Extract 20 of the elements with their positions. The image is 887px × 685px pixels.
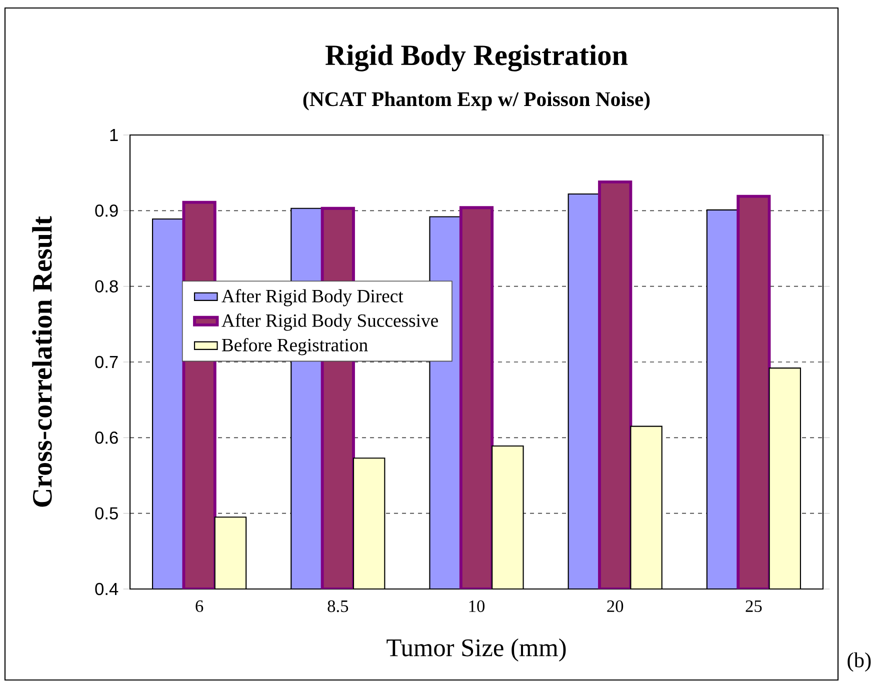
text: (b)	[848, 652, 871, 672]
x-tick-label: 20	[607, 600, 624, 612]
x-axis-title: Tumor Size (mm)	[386, 638, 566, 662]
x-tick-label: 6	[196, 600, 204, 612]
y-tick-label: 0.7	[95, 356, 118, 368]
x-tick-label: 8.5	[328, 600, 348, 612]
y-tick-label: 1	[110, 129, 118, 141]
chart-subtitle: (NCAT Phantom Exp w/ Poisson Noise)	[303, 92, 650, 110]
legend-label: Before Registration	[222, 338, 368, 356]
y-tick-label: 0.5	[95, 507, 118, 520]
y-tick-label: 0.4	[95, 582, 118, 596]
y-tick-label: 0.6	[95, 432, 118, 444]
y-tick-label: 0.9	[95, 204, 118, 217]
y-axis-title: Cross-correlation Result	[32, 216, 52, 507]
chart-title: Rigid Body Registration	[325, 44, 628, 72]
x-tick-label: 25	[746, 600, 762, 612]
y-tick-label: 0.8	[95, 280, 118, 292]
legend-label: After Rigid Body Direct	[222, 289, 404, 306]
legend-label: After Rigid Body Successive	[222, 314, 438, 331]
x-tick-label: 10	[469, 600, 485, 612]
